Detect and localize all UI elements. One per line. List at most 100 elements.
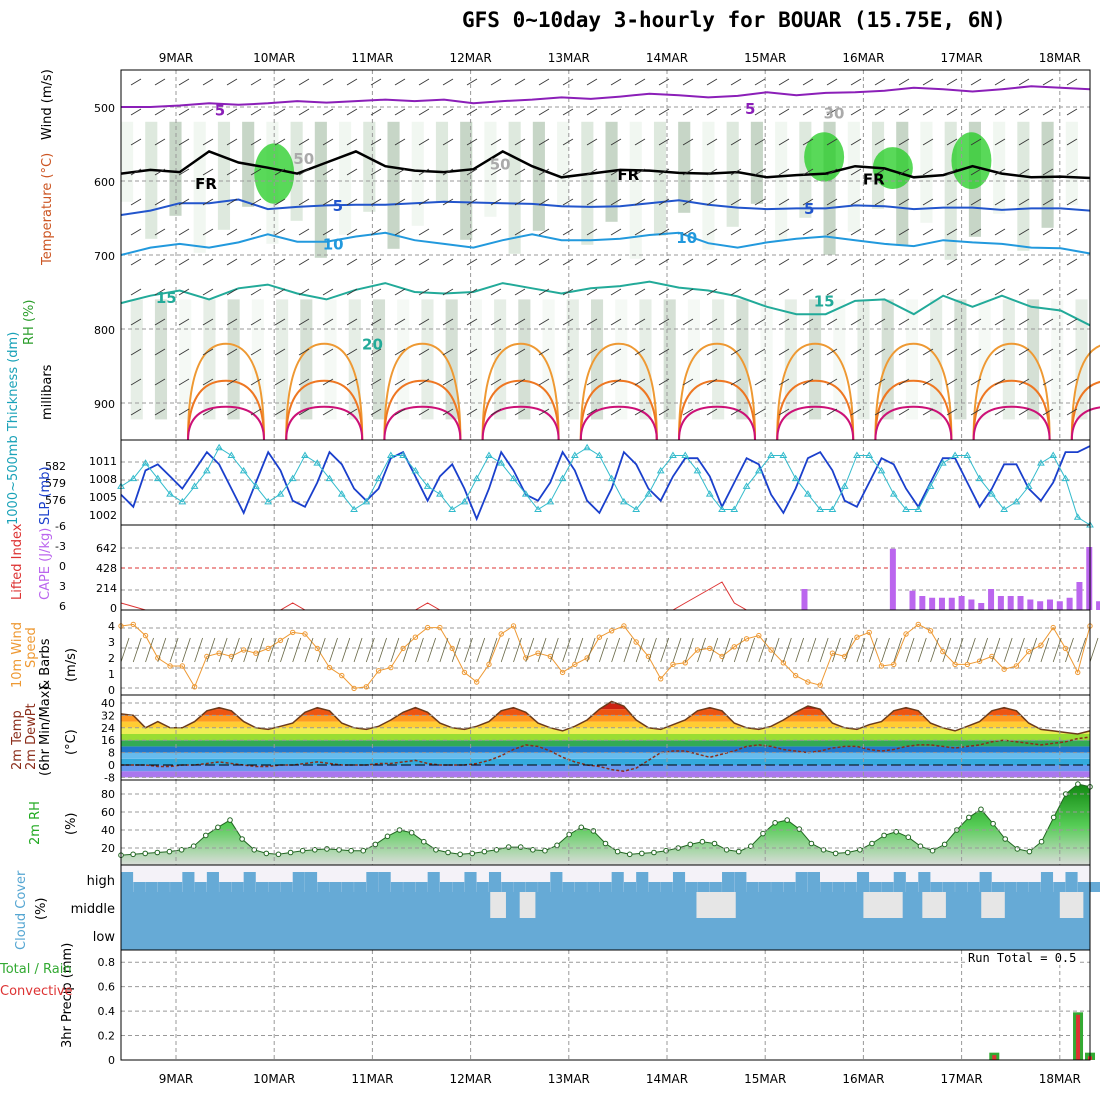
- wind-speed-point: [326, 664, 333, 671]
- wind-barb: [730, 78, 742, 86]
- temp-color-band: [121, 765, 1090, 772]
- wind-barb: [250, 78, 262, 86]
- cloud-high: [1004, 882, 1017, 892]
- wind-barb: [874, 378, 886, 386]
- wind-barb: [922, 198, 934, 206]
- rh-shade: [154, 299, 168, 420]
- low-level-contour: [383, 379, 462, 441]
- wind-barb: [1018, 78, 1030, 86]
- wind-barb: [874, 288, 886, 296]
- wind-barb: [795, 637, 804, 663]
- wind-barb: [178, 228, 190, 236]
- wind-barb: [754, 288, 766, 296]
- wind-barb: [298, 378, 310, 386]
- thickness-point: [889, 490, 898, 497]
- wind-barb: [250, 168, 262, 176]
- rh-shade: [678, 121, 691, 213]
- thickness-point: [141, 459, 150, 466]
- wind-barb: [1018, 318, 1030, 326]
- rh-high-area: [254, 143, 295, 204]
- label-2m-temp: 2m Temp: [10, 710, 25, 770]
- wind-barb: [250, 198, 262, 206]
- wind-barb: [1066, 318, 1078, 326]
- cape-bar: [1056, 601, 1063, 610]
- rh-shade: [314, 121, 327, 258]
- thickness-point: [374, 474, 383, 482]
- wind-barb: [418, 168, 430, 176]
- cloud-high: [574, 882, 587, 892]
- contour-label: FR: [617, 166, 639, 184]
- contour-label: 5: [333, 197, 343, 215]
- wind-barb: [298, 318, 310, 326]
- thickness-point: [963, 451, 972, 458]
- wind-barb: [154, 198, 166, 206]
- rh-shade: [1051, 299, 1064, 420]
- wind-barb: [418, 108, 430, 116]
- wind-barb: [514, 228, 526, 236]
- wind-barb: [874, 78, 886, 86]
- wind-barb: [525, 637, 535, 663]
- rh-point: [384, 833, 391, 840]
- wind-barb: [298, 108, 310, 116]
- wind-barb: [322, 378, 334, 386]
- rh-point: [227, 817, 233, 823]
- thickness-point: [472, 474, 481, 482]
- wind-barb: [292, 637, 302, 663]
- cloud-high: [856, 872, 870, 892]
- wind-speed-point: [498, 631, 504, 637]
- date-label: 15MAR: [744, 51, 786, 65]
- wind-barb: [394, 78, 406, 86]
- wind-barb: [130, 168, 142, 176]
- rh-shade: [920, 121, 933, 223]
- wind-speed-point: [155, 655, 161, 661]
- wind-barb: [994, 78, 1006, 86]
- wind-barb: [538, 378, 550, 386]
- wind-barb: [218, 637, 228, 663]
- wind-barb: [194, 637, 203, 663]
- cloud-high: [121, 872, 134, 892]
- low-level-contour: [972, 342, 1051, 441]
- wind-barb: [206, 637, 216, 663]
- wind-barb: [970, 318, 982, 326]
- wind-barb: [394, 378, 406, 386]
- wind-barb: [415, 637, 424, 663]
- thickness-point: [1061, 474, 1070, 482]
- low-level-contour: [285, 379, 364, 441]
- wind-barb: [226, 168, 238, 176]
- wind-barb: [946, 288, 958, 296]
- wind-barb: [623, 637, 633, 663]
- wind-barb: [610, 228, 622, 236]
- cloud-high: [1016, 882, 1029, 892]
- wind-barb: [648, 637, 657, 663]
- date-label: 17MAR: [941, 1072, 983, 1086]
- wind-barb: [250, 408, 262, 416]
- wind-speed-point: [903, 631, 909, 637]
- wind-barb: [1018, 348, 1030, 356]
- label-2m-dewpt: 2m DewPt: [24, 703, 39, 770]
- contour-label: 5: [804, 200, 814, 218]
- wind-barb: [709, 637, 719, 663]
- rh-point: [735, 848, 742, 855]
- wind-barb: [322, 318, 334, 326]
- wind-barb: [682, 408, 694, 416]
- wind-barb: [298, 258, 310, 266]
- thickness-point: [705, 490, 714, 497]
- wind-barb: [697, 637, 706, 663]
- wind-speed-point: [866, 629, 872, 636]
- wind-speed-point: [437, 624, 443, 631]
- wind-barb: [954, 637, 964, 663]
- thickness-point: [987, 490, 996, 497]
- cloud-high: [795, 872, 808, 892]
- wind-barb: [826, 78, 838, 86]
- wind-barb: [1066, 348, 1078, 356]
- date-label: 15MAR: [744, 1072, 786, 1086]
- thickness-point: [436, 490, 444, 497]
- wind-barb: [255, 637, 265, 663]
- wind-barb: [730, 138, 742, 146]
- cloud-high: [231, 882, 244, 892]
- wind-barb: [202, 408, 214, 416]
- wind-barb: [202, 378, 214, 386]
- rh-area: [121, 784, 1090, 866]
- wind-barb: [802, 228, 814, 236]
- cape-bar: [978, 603, 985, 610]
